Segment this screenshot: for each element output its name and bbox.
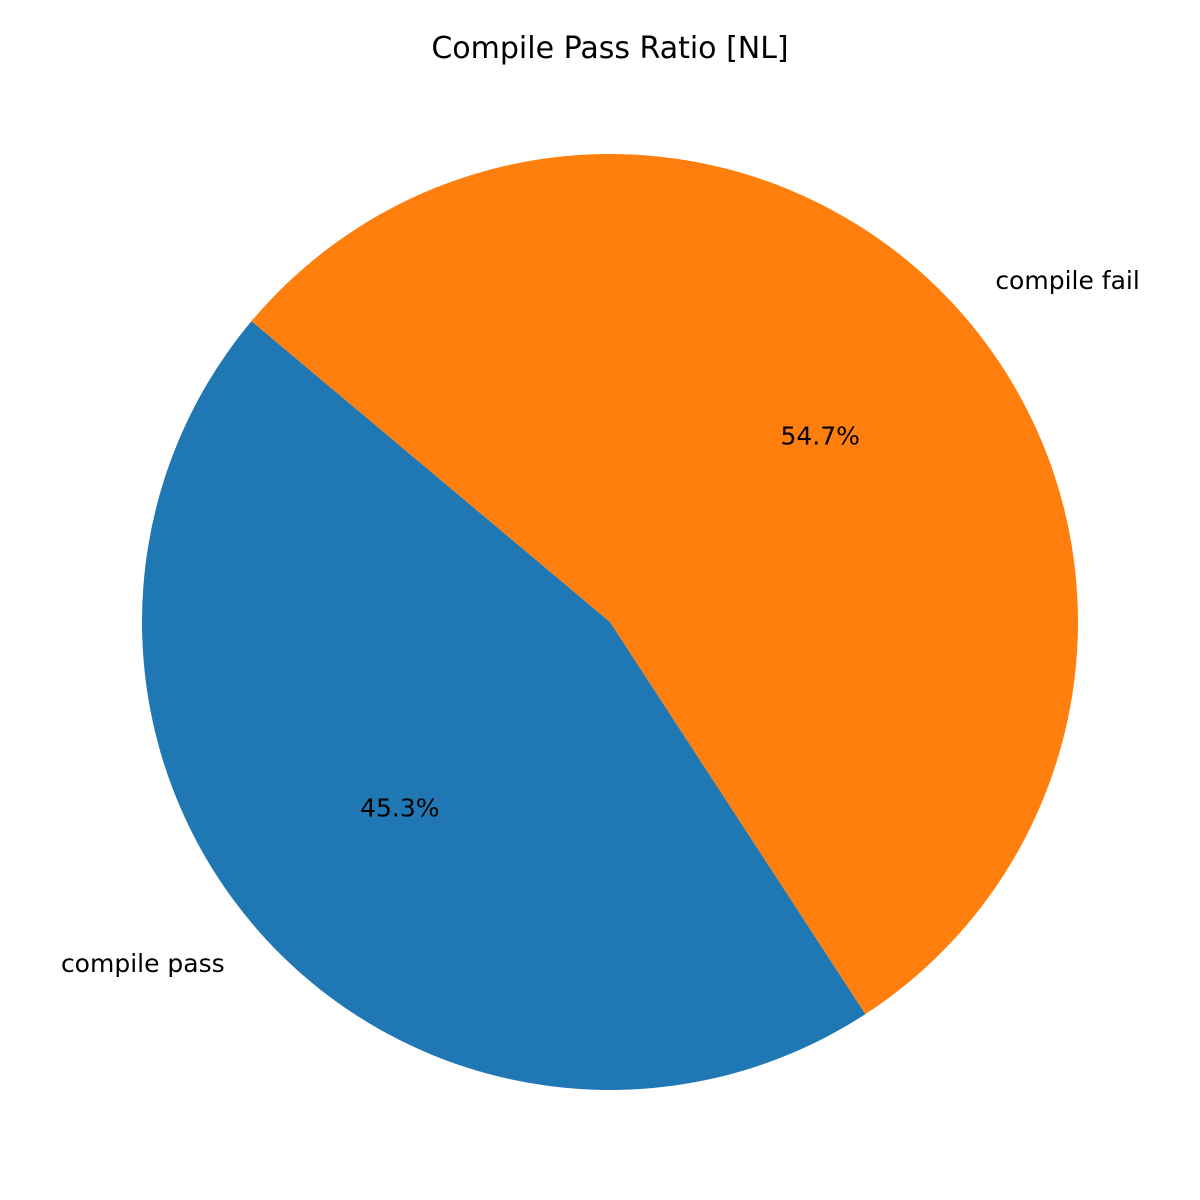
slice-percent-compile-fail: 54.7%	[780, 421, 859, 450]
pie-labels: compile pass 45.3% compile fail 54.7%	[61, 266, 1140, 978]
pie-slice-compile-pass	[141, 321, 866, 1091]
pie-slices	[141, 154, 1078, 1091]
chart-title: Compile Pass Ratio [NL]	[431, 31, 788, 66]
slice-label-compile-fail: compile fail	[995, 266, 1140, 295]
pie-slice-compile-fail	[251, 154, 1078, 1015]
slice-label-compile-pass: compile pass	[61, 949, 225, 978]
slice-percent-compile-pass: 45.3%	[360, 794, 439, 823]
